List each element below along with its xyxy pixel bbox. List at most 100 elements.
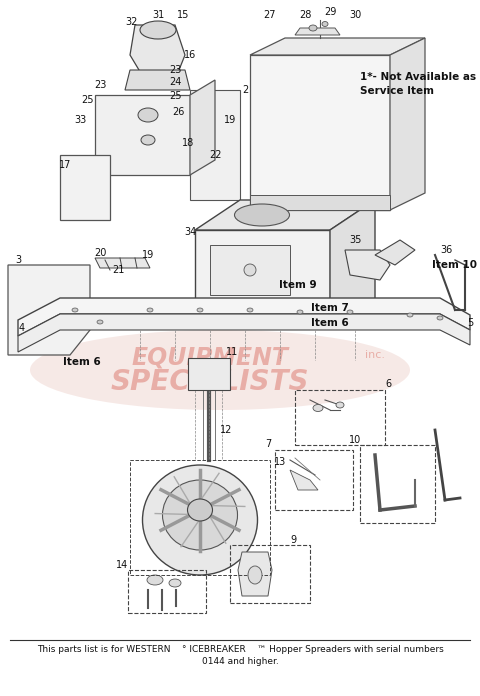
Text: 0144 and higher.: 0144 and higher.	[202, 658, 278, 667]
Polygon shape	[125, 70, 190, 90]
Text: 17: 17	[59, 160, 71, 170]
Polygon shape	[95, 95, 190, 175]
Polygon shape	[250, 55, 390, 210]
Polygon shape	[8, 265, 90, 355]
Text: 13: 13	[274, 457, 286, 467]
Text: 25: 25	[169, 91, 181, 101]
Polygon shape	[130, 25, 185, 80]
Text: 23: 23	[169, 65, 181, 75]
Bar	[275, 450, 353, 510]
Text: 19: 19	[224, 115, 236, 125]
Ellipse shape	[309, 25, 317, 31]
Text: 19: 19	[142, 250, 154, 260]
Ellipse shape	[247, 308, 253, 312]
Ellipse shape	[147, 575, 163, 585]
Text: Item 10: Item 10	[432, 260, 478, 270]
Ellipse shape	[322, 22, 328, 26]
Polygon shape	[330, 200, 375, 310]
Text: 27: 27	[264, 10, 276, 20]
Ellipse shape	[30, 330, 410, 410]
Polygon shape	[18, 298, 470, 336]
Polygon shape	[18, 314, 470, 352]
Ellipse shape	[97, 320, 103, 324]
Ellipse shape	[244, 264, 256, 276]
Bar	[360, 445, 435, 523]
Ellipse shape	[248, 566, 262, 584]
Text: 6: 6	[385, 379, 391, 389]
Ellipse shape	[437, 316, 443, 320]
Polygon shape	[270, 55, 390, 210]
Text: 4: 4	[19, 323, 25, 333]
Text: 33: 33	[74, 115, 86, 125]
Text: SPECIALISTS: SPECIALISTS	[111, 368, 309, 396]
Text: 3: 3	[15, 255, 21, 265]
Polygon shape	[210, 245, 290, 295]
Text: EQUIPMENT: EQUIPMENT	[132, 346, 288, 370]
Text: 31: 31	[152, 10, 164, 20]
Ellipse shape	[188, 499, 213, 521]
Polygon shape	[250, 38, 425, 55]
Text: 34: 34	[184, 227, 196, 237]
Ellipse shape	[235, 204, 289, 226]
Polygon shape	[250, 195, 390, 210]
Polygon shape	[195, 230, 330, 310]
Text: 36: 36	[440, 245, 452, 255]
Ellipse shape	[140, 21, 176, 39]
Text: 32: 32	[126, 17, 138, 27]
Text: 15: 15	[177, 10, 189, 20]
Text: inc.: inc.	[365, 350, 385, 360]
Ellipse shape	[169, 579, 181, 587]
Ellipse shape	[197, 308, 203, 312]
Ellipse shape	[147, 308, 153, 312]
Text: Item 6: Item 6	[311, 318, 349, 328]
Text: 2: 2	[242, 85, 248, 95]
Text: 12: 12	[220, 425, 232, 435]
Text: 20: 20	[94, 248, 106, 258]
Ellipse shape	[141, 135, 155, 145]
Polygon shape	[375, 240, 415, 265]
Ellipse shape	[347, 310, 353, 314]
Text: 29: 29	[324, 7, 336, 17]
Text: 1*- Not Available as a
Service Item: 1*- Not Available as a Service Item	[360, 72, 480, 96]
Ellipse shape	[336, 402, 344, 408]
Text: 10: 10	[349, 435, 361, 445]
Text: Item 7: Item 7	[311, 303, 349, 313]
Polygon shape	[238, 552, 272, 596]
Polygon shape	[60, 155, 110, 220]
Polygon shape	[290, 470, 318, 490]
Text: 30: 30	[349, 10, 361, 20]
Text: Item 6: Item 6	[63, 357, 101, 367]
Text: 18: 18	[182, 138, 194, 148]
Polygon shape	[195, 200, 375, 230]
Ellipse shape	[297, 310, 303, 314]
Polygon shape	[95, 258, 150, 268]
Ellipse shape	[138, 108, 158, 122]
Text: 5: 5	[467, 318, 473, 328]
Ellipse shape	[72, 308, 78, 312]
Text: 21: 21	[112, 265, 124, 275]
Bar	[295, 390, 385, 445]
Bar	[130, 460, 270, 575]
Polygon shape	[190, 80, 215, 175]
Text: 7: 7	[265, 439, 271, 449]
Ellipse shape	[163, 480, 238, 550]
Text: 22: 22	[209, 150, 221, 160]
Text: 16: 16	[184, 50, 196, 60]
Text: 26: 26	[172, 107, 184, 117]
Text: 11: 11	[226, 347, 238, 357]
Text: 9: 9	[290, 535, 296, 545]
Text: 14: 14	[116, 560, 128, 570]
Text: 28: 28	[299, 10, 311, 20]
Ellipse shape	[407, 313, 413, 317]
Bar	[128, 570, 206, 613]
Ellipse shape	[313, 404, 323, 411]
Text: 35: 35	[349, 235, 361, 245]
Polygon shape	[295, 28, 340, 35]
Ellipse shape	[143, 465, 257, 575]
Polygon shape	[188, 358, 230, 390]
Polygon shape	[345, 250, 390, 280]
Text: 24: 24	[169, 77, 181, 87]
Bar	[230, 545, 310, 603]
Polygon shape	[190, 90, 240, 200]
Text: This parts list is for WESTERN    ° ICEBREAKER    ™ Hopper Spreaders with serial: This parts list is for WESTERN ° ICEBREA…	[36, 645, 444, 654]
